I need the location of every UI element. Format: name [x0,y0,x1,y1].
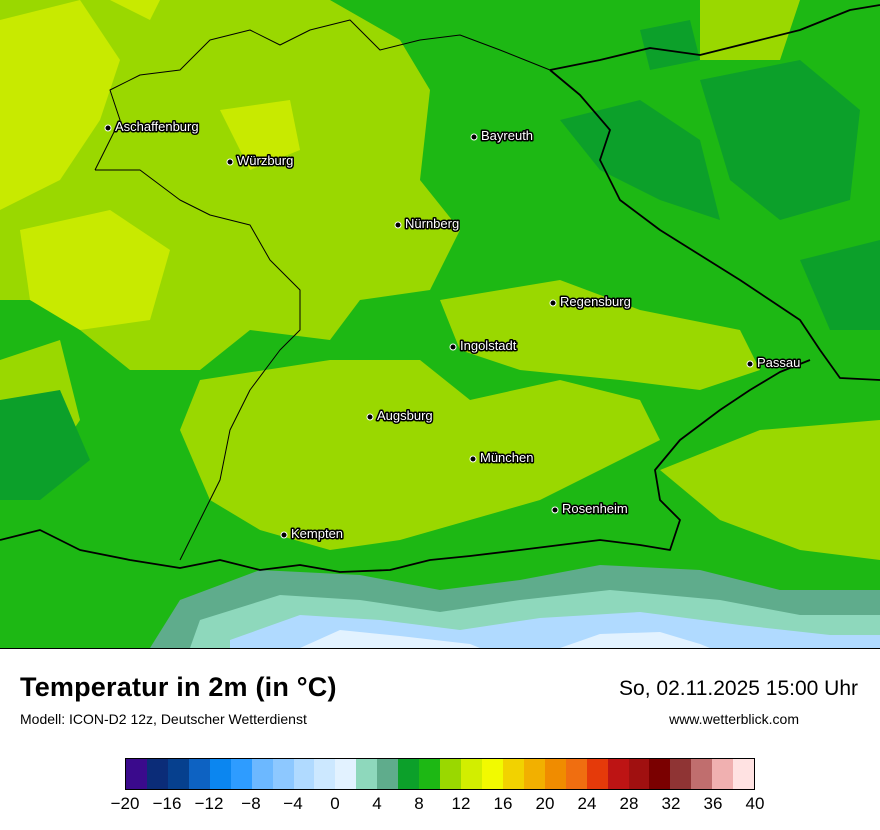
city-label: Aschaffenburg [115,119,199,134]
legend-tick-label: −4 [283,794,303,813]
city-label: München [480,450,533,465]
legend-tick-label: 24 [577,794,597,813]
legend-swatch [314,759,336,789]
legend-swatch [146,759,168,789]
city-dot [104,124,112,132]
legend-swatch [565,759,587,789]
legend-swatch [691,759,713,789]
legend-tick-label: 8 [414,794,424,813]
city-label: Würzburg [237,153,293,168]
legend-swatch [607,759,629,789]
legend-swatch [544,759,566,789]
legend-swatch [502,759,524,789]
city-dot [366,413,374,421]
legend-swatch [481,759,503,789]
city-dot [549,299,557,307]
temperature-map: Aschaffenburg Würzburg Bayreuth Nürnberg Reg… [0,0,880,649]
city-label: Augsburg [377,408,433,423]
legend-swatch [188,759,210,789]
legend-swatch [293,759,315,789]
legend-swatch [209,759,231,789]
legend-swatch [586,759,608,789]
legend-swatch [649,759,671,789]
legend-swatch [712,759,734,789]
legend-tick-label: 12 [451,794,471,813]
city-label: Nürnberg [405,216,459,231]
forecast-datetime: So, 02.11.2025 15:00 Uhr [619,677,858,700]
state-border [94,19,551,171]
country-border-north [549,4,880,71]
legend-tick-label: −12 [194,794,224,813]
legend-tick-label: 40 [745,794,765,813]
legend-swatch [272,759,294,789]
city-dot [449,343,457,351]
legend-swatch [419,759,441,789]
country-border-czech [549,69,880,381]
city-dot [226,158,234,166]
state-border [95,169,301,561]
legend-tick-label: −16 [152,794,182,813]
borders [0,4,880,573]
legend-tick-label: 0 [330,794,340,813]
temperature-legend-ticks: −20 −16 −12 −8 −4 0 4 8 12 16 20 24 28 32 36 40 [111,792,765,822]
city-markers: Aschaffenburg Würzburg Bayreuth Nürnberg Reg… [104,118,802,543]
city-dot [280,531,288,539]
model-source: Modell: ICON-D2 12z, Deutscher Wetterdie… [20,711,307,727]
city-dot [469,455,477,463]
city-label: Bayreuth [481,128,533,143]
temperature-legend-bar [125,758,755,790]
city-label: Regensburg [560,294,631,309]
legend-swatch [126,759,147,789]
legend-swatch [398,759,420,789]
legend-swatch [230,759,252,789]
legend-swatch [733,759,755,789]
legend-swatch [523,759,545,789]
legend-swatch [628,759,650,789]
website-link[interactable]: www.wetterblick.com [669,711,799,727]
cool-zones [0,20,880,500]
warmest-zones [0,0,300,330]
legend-tick-label: −8 [241,794,261,813]
city-label: Ingolstadt [460,338,517,353]
city-label: Rosenheim [562,501,628,516]
legend-swatch [377,759,399,789]
legend-swatch [251,759,273,789]
legend-swatch [440,759,461,789]
city-dot [746,360,754,368]
legend-tick-label: 28 [619,794,639,813]
city-label: Passau [757,355,800,370]
legend-swatch [356,759,378,789]
map-canvas: Aschaffenburg Würzburg Bayreuth Nürnberg Reg… [0,0,880,648]
city-dot [394,221,402,229]
legend-tick-label: 36 [703,794,723,813]
city-label: Kempten [291,526,343,541]
legend-tick-label: 16 [493,794,513,813]
legend-swatch [461,759,482,789]
legend-swatch [670,759,692,789]
alpine-cold-zones [150,565,880,648]
legend-tick-label: 20 [535,794,555,813]
legend-tick-label: 4 [372,794,382,813]
legend-tick-label: 32 [661,794,681,813]
legend-tick-label: −20 [110,794,140,813]
legend-swatch [335,759,357,789]
country-border-austria [0,359,811,573]
map-title: Temperatur in 2m (in °C) [20,672,337,702]
city-dot [551,506,559,514]
legend-swatch [167,759,189,789]
city-dot [470,133,478,141]
